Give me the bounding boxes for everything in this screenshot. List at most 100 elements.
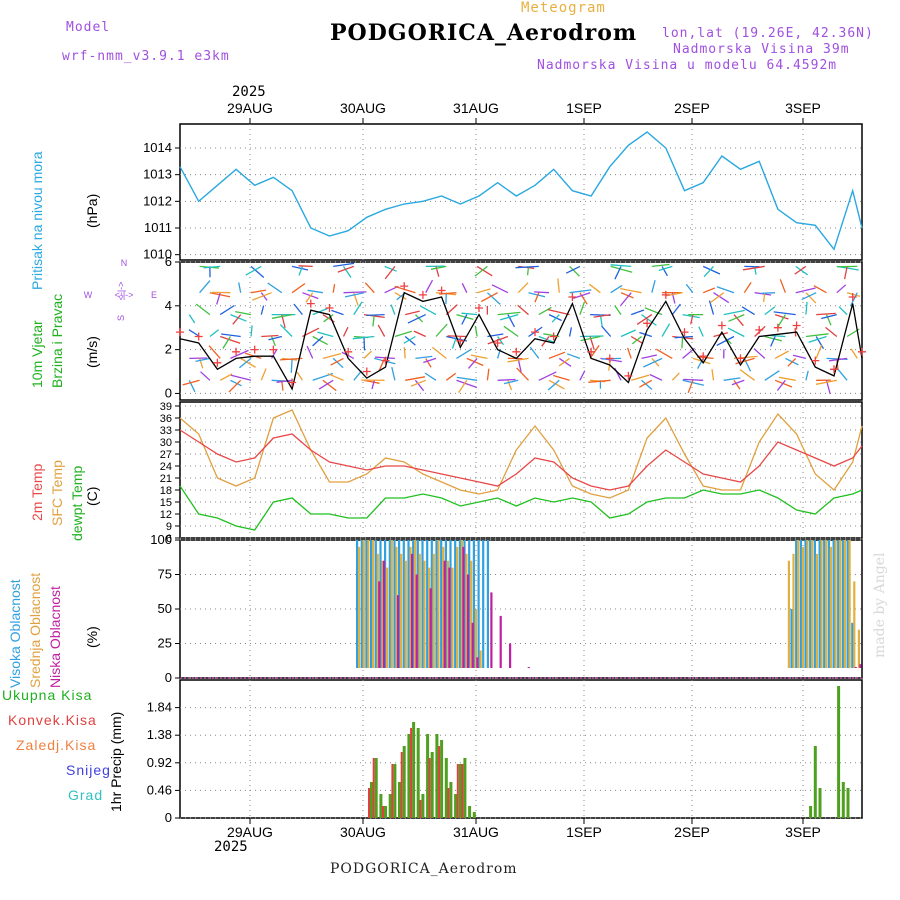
wind-arrow xyxy=(394,285,416,294)
wind-arrow xyxy=(787,357,797,367)
gust-marker xyxy=(661,290,670,299)
compass-ns-axis: <-|-> xyxy=(116,282,126,301)
total-rain-bar xyxy=(370,782,373,818)
mid-cloud-bar xyxy=(400,553,403,668)
wind-arrow xyxy=(403,347,406,359)
wind-arrow xyxy=(188,329,200,338)
wind-arrow xyxy=(661,266,668,277)
gust-marker xyxy=(362,367,371,376)
wind-arrow xyxy=(816,312,836,316)
mid-cloud-bar xyxy=(372,540,375,668)
wind-arrow xyxy=(815,336,825,350)
wind-arrow xyxy=(808,335,827,343)
day-label-bottom: 29AUG xyxy=(227,824,273,840)
wind-arrow xyxy=(641,354,658,360)
panel-frame xyxy=(179,679,863,819)
wind-arrow xyxy=(682,313,700,319)
wind-arrow xyxy=(779,279,787,293)
wind-arrow xyxy=(317,331,334,338)
wind-arrow xyxy=(230,374,252,381)
wind-arrow xyxy=(431,346,447,359)
wind-arrow xyxy=(219,335,241,344)
wind-arrow xyxy=(716,286,735,294)
wind-arrow xyxy=(671,303,681,315)
wind-arrow xyxy=(795,287,816,294)
wind-arrow xyxy=(456,376,478,381)
wind-arrow xyxy=(332,357,344,369)
wind-arrow xyxy=(461,314,468,325)
day-label-bottom: 31AUG xyxy=(453,824,499,840)
high-cloud-bar xyxy=(851,622,854,668)
low-cloud-bar xyxy=(382,560,386,668)
gust-marker xyxy=(381,356,390,365)
mid-cloud-bar xyxy=(451,567,454,668)
gust-marker xyxy=(437,286,446,295)
legend-freezing-rain: Zaledj.Kisa xyxy=(16,737,97,753)
wind-arrow xyxy=(698,326,704,337)
high-cloud-bar xyxy=(421,540,424,668)
high-cloud-bar xyxy=(799,540,802,668)
convective-rain-bar xyxy=(438,746,441,818)
wind-arrow xyxy=(363,336,366,351)
y-tick-label: 1011 xyxy=(144,220,172,235)
high-cloud-bar xyxy=(804,540,807,668)
total-rain-bar xyxy=(379,794,383,818)
gust-marker xyxy=(699,352,708,361)
total-rain-bar xyxy=(407,734,411,818)
low-cloud-bar xyxy=(448,567,451,668)
wind-arrow xyxy=(312,336,324,347)
wind-arrow xyxy=(850,348,858,359)
altitude-label: Nadmorska Visina 39m xyxy=(673,42,850,57)
wind-arrow xyxy=(499,313,519,321)
wind-arrow xyxy=(384,266,396,280)
compass-north: N xyxy=(121,258,128,268)
mid-cloud-bar xyxy=(801,546,804,668)
wind-arrow xyxy=(776,314,786,329)
wind-arrow xyxy=(661,323,671,337)
gust-marker xyxy=(176,328,184,337)
mid-cloud-bar xyxy=(446,560,449,668)
convective-rain-bar xyxy=(419,800,422,818)
wind-arrow xyxy=(801,292,817,301)
footer-station: PODGORICA_Aerodrom xyxy=(330,861,518,877)
wind-arrow xyxy=(687,380,694,394)
high-cloud-bar xyxy=(407,540,410,668)
wind-arrow xyxy=(651,357,660,367)
day-label-bottom: 30AUG xyxy=(340,824,386,840)
wind-arrow xyxy=(655,348,673,359)
wind-arrow xyxy=(753,348,766,359)
y-tick-label: 12 xyxy=(160,509,172,521)
gust-marker xyxy=(418,290,427,299)
high-cloud-bar xyxy=(360,540,363,668)
day-label-top: 30AUG xyxy=(340,100,386,116)
gust-marker xyxy=(250,345,259,354)
wind-arrow xyxy=(331,309,344,316)
wind-arrow xyxy=(250,325,253,337)
wind-arrow xyxy=(792,354,807,360)
wind-arrow xyxy=(631,374,650,381)
gust-marker xyxy=(531,328,539,337)
wind-arrow xyxy=(739,369,755,381)
gust-marker xyxy=(736,354,745,363)
wind-arrow xyxy=(588,379,611,383)
wind-arrow xyxy=(476,265,493,277)
y-tick-label: 21 xyxy=(160,473,172,485)
wind-arrow xyxy=(697,358,704,370)
total-rain-bar xyxy=(388,794,392,818)
wind-arrow xyxy=(323,314,334,323)
wind-arrow xyxy=(203,265,221,269)
high-cloud-bar xyxy=(454,540,457,668)
y-tick-label: 50 xyxy=(158,601,172,616)
compass-south: S xyxy=(116,315,126,321)
gust-marker xyxy=(773,323,782,332)
wind-arrow xyxy=(480,292,498,303)
wind-arrow xyxy=(200,371,211,381)
wind-arrow xyxy=(445,372,457,381)
wind-arrow xyxy=(371,380,375,390)
wind-arrow xyxy=(702,265,721,275)
wind-arrow xyxy=(671,372,680,381)
gust-marker xyxy=(288,378,297,387)
wind-arrow xyxy=(461,312,478,316)
low-cloud-bar xyxy=(415,574,418,668)
wind-arrow xyxy=(364,282,375,294)
